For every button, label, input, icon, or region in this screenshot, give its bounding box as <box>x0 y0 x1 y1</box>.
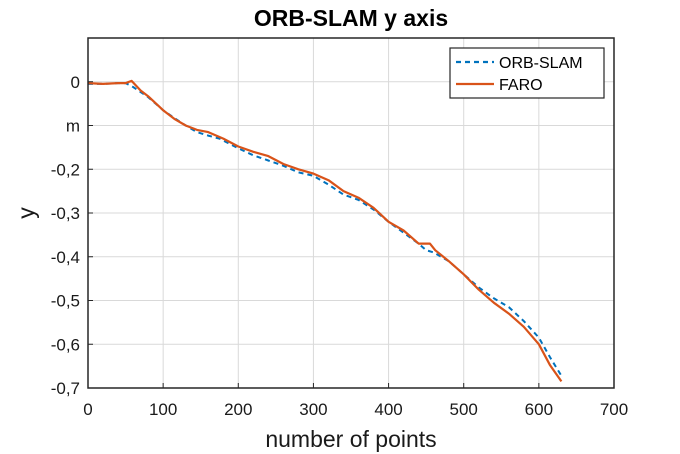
x-tick-label: 400 <box>374 400 402 419</box>
y-tick-label: -0,7 <box>51 379 80 398</box>
legend-label-orb-slam: ORB-SLAM <box>499 55 583 72</box>
y-tick-label: 0 <box>71 73 80 92</box>
y-axis: 0 m -0,2 -0,3 -0,4 -0,5 -0,6 -0,7 <box>51 73 93 398</box>
y-axis-label: y <box>13 207 39 219</box>
chart-title: ORB-SLAM y axis <box>254 5 448 31</box>
x-tick-label: 0 <box>83 400 92 419</box>
y-tick-label: m <box>66 117 80 136</box>
y-tick-label: -0,5 <box>51 292 80 311</box>
y-tick-label: -0,3 <box>51 204 80 223</box>
legend-box <box>449 47 605 99</box>
x-axis: 0 100 200 300 400 500 600 700 <box>83 383 628 419</box>
y-tick-label: -0,2 <box>51 160 80 179</box>
x-tick-label: 700 <box>600 400 628 419</box>
legend: ORB-SLAM FARO <box>449 47 605 99</box>
legend-label-faro: FARO <box>499 77 543 94</box>
x-tick-label: 300 <box>299 400 327 419</box>
x-tick-label: 200 <box>224 400 252 419</box>
y-tick-label: -0,4 <box>51 248 80 267</box>
series-layer <box>87 79 563 383</box>
series-line-orb-slam <box>88 82 563 377</box>
series-line-faro <box>87 79 563 383</box>
x-tick-label: 500 <box>450 400 478 419</box>
x-tick-label: 600 <box>525 400 553 419</box>
x-axis-label: number of points <box>265 426 436 452</box>
y-tick-label: -0,6 <box>51 335 80 354</box>
x-tick-label: 100 <box>149 400 177 419</box>
